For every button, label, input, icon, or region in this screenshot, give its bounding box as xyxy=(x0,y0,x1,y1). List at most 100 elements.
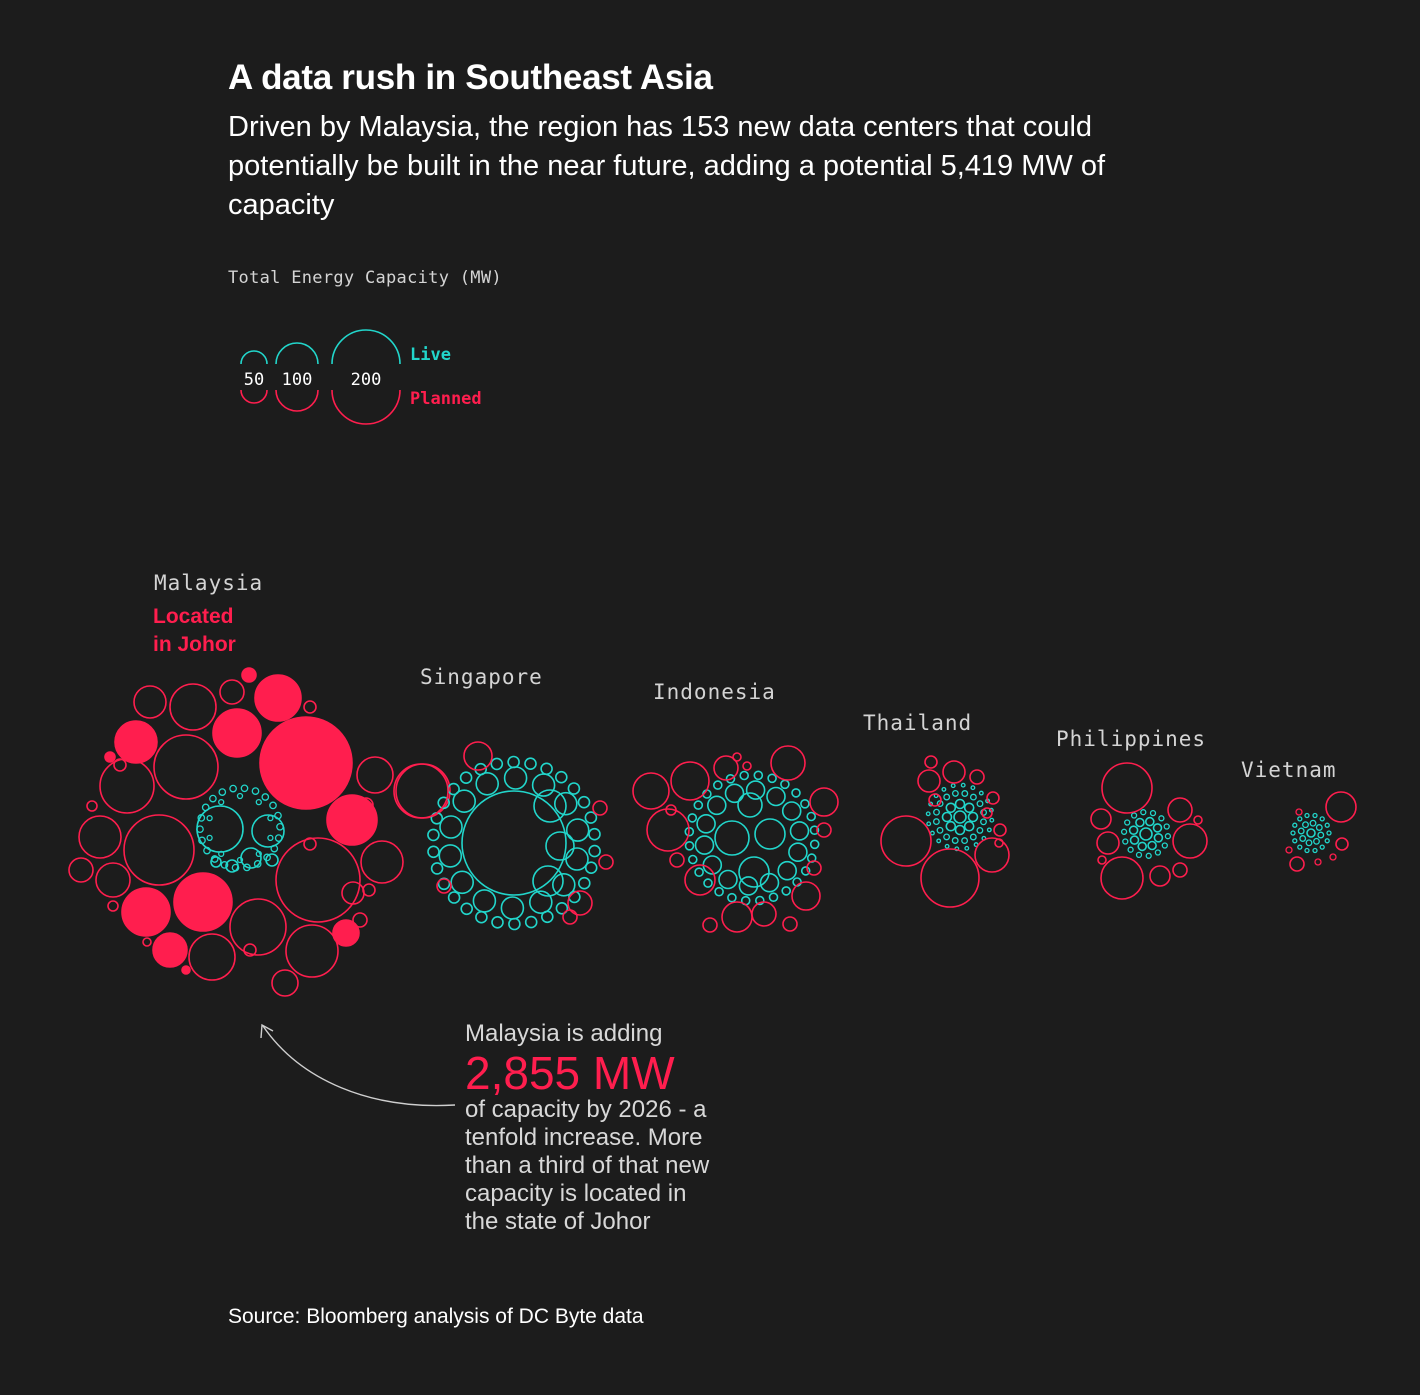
malaysia-johor-bubble xyxy=(254,674,302,722)
vietnam-live-bubble xyxy=(1302,821,1309,829)
thailand-planned-bubble xyxy=(924,755,938,769)
malaysia-planned-bubble xyxy=(142,937,152,947)
thailand-live-bubble xyxy=(969,833,977,841)
malaysia-live-bubble xyxy=(209,794,217,803)
thailand-live-bubble xyxy=(961,837,969,845)
malaysia-live-bubble xyxy=(196,805,244,853)
johor-highlight-label: Located in Johor xyxy=(153,605,239,656)
indonesia-live-bubble xyxy=(714,820,750,856)
philippines-live-bubble xyxy=(1127,846,1134,853)
singapore-live-bubble xyxy=(438,844,463,868)
indonesia-planned-bubble xyxy=(782,916,798,932)
malaysia-planned-bubble xyxy=(271,969,299,997)
indonesia-live-bubble xyxy=(759,872,780,893)
malaysia-live-bubble xyxy=(253,860,262,868)
philippines-live-bubble xyxy=(1122,838,1129,845)
legend-planned-arc-50 xyxy=(240,389,268,404)
thailand-planned-bubble xyxy=(993,823,1007,837)
singapore-live-bubble xyxy=(584,861,598,875)
thailand-live-bubble xyxy=(929,830,935,836)
indonesia-live-bubble xyxy=(754,818,786,850)
malaysia-planned-bubble xyxy=(362,883,376,897)
indonesia-live-bubble xyxy=(788,842,808,863)
malaysia-live-bubble xyxy=(261,793,270,801)
legend-live-arc-200 xyxy=(331,329,401,365)
malaysia-live-bubble xyxy=(218,788,227,796)
thailand-live-bubble xyxy=(967,811,979,823)
singapore-live-bubble xyxy=(427,828,440,842)
indonesia-planned-bubble xyxy=(665,804,677,816)
philippines-live-bubble xyxy=(1129,835,1140,845)
philippines-planned-bubble xyxy=(1172,823,1208,859)
philippines-live-bubble xyxy=(1140,809,1147,816)
malaysia-live-bubble xyxy=(236,792,244,800)
singapore-live-bubble xyxy=(500,896,525,920)
singapore-planned-bubble xyxy=(393,763,449,819)
malaysia-planned-bubble xyxy=(169,683,217,731)
malaysia-live-bubble xyxy=(240,784,249,793)
indonesia-live-bubble xyxy=(745,780,766,800)
indonesia-live-bubble xyxy=(791,788,801,798)
callout-lead: Malaysia is adding xyxy=(465,1020,663,1047)
legend-planned-arc-100 xyxy=(275,389,319,412)
legend-size-200: 200 xyxy=(351,370,382,390)
malaysia-johor-bubble xyxy=(181,965,191,975)
indonesia-live-bubble xyxy=(703,878,713,888)
philippines-planned-bubble xyxy=(1149,865,1171,887)
malaysia-johor-bubble xyxy=(212,708,262,758)
indonesia-live-bubble xyxy=(777,860,798,881)
thailand-live-bubble xyxy=(926,821,932,827)
cluster-indonesia xyxy=(632,745,839,933)
singapore-live-bubble xyxy=(540,762,553,776)
singapore-live-bubble xyxy=(588,827,601,841)
singapore-live-bubble xyxy=(540,910,554,924)
malaysia-planned-bubble xyxy=(99,758,155,814)
singapore-live-bubble xyxy=(450,870,475,895)
malaysia-live-bubble xyxy=(255,798,262,806)
callout-arrow xyxy=(260,1023,456,1107)
indonesia-live-bubble xyxy=(684,840,695,851)
malaysia-planned-bubble xyxy=(123,814,195,886)
vietnam-live-bubble xyxy=(1305,839,1313,847)
indonesia-live-bubble xyxy=(789,821,810,841)
singapore-live-bubble xyxy=(459,771,473,785)
indonesia-planned-bubble xyxy=(770,745,806,781)
malaysia-johor-bubble xyxy=(259,716,353,810)
singapore-live-bubble xyxy=(531,773,556,797)
legend-size-100: 100 xyxy=(282,370,313,390)
philippines-planned-bubble xyxy=(1090,808,1112,830)
malaysia-planned-bubble xyxy=(86,800,98,812)
philippines-live-bubble xyxy=(1130,812,1138,819)
singapore-live-bubble xyxy=(447,891,461,904)
malaysia-planned-bubble xyxy=(285,924,339,978)
cluster-vietnam xyxy=(1285,791,1357,872)
vietnam-planned-bubble xyxy=(1285,846,1293,854)
malaysia-live-bubble xyxy=(274,811,282,820)
singapore-live-bubble xyxy=(524,915,538,929)
malaysia-live-bubble xyxy=(255,850,262,858)
indonesia-live-bubble xyxy=(800,866,811,876)
thailand-live-bubble xyxy=(936,826,944,834)
malaysia-planned-bubble xyxy=(356,756,394,794)
indonesia-live-bubble xyxy=(800,798,810,809)
philippines-live-bubble xyxy=(1135,817,1145,828)
indonesia-live-bubble xyxy=(687,854,698,865)
malaysia-johor-bubble xyxy=(121,887,171,937)
indonesia-live-bubble xyxy=(806,811,817,822)
philippines-live-bubble xyxy=(1149,809,1157,817)
malaysia-live-bubble xyxy=(267,814,274,822)
vietnam-planned-bubble xyxy=(1329,853,1337,861)
malaysia-johor-bubble xyxy=(152,932,188,968)
indonesia-planned-bubble xyxy=(713,755,739,781)
malaysia-live-bubble xyxy=(201,803,210,812)
vietnam-live-bubble xyxy=(1304,812,1310,819)
singapore-live-bubble xyxy=(551,872,576,897)
thailand-planned-bubble xyxy=(974,837,1010,873)
thailand-live-bubble xyxy=(951,837,959,844)
thailand-planned-bubble xyxy=(994,838,1004,848)
malaysia-live-bubble xyxy=(196,825,204,834)
malaysia-live-bubble xyxy=(231,863,240,872)
country-label-vietnam: Vietnam xyxy=(1241,758,1337,782)
philippines-live-bubble xyxy=(1139,827,1153,841)
thailand-live-bubble xyxy=(960,782,966,788)
